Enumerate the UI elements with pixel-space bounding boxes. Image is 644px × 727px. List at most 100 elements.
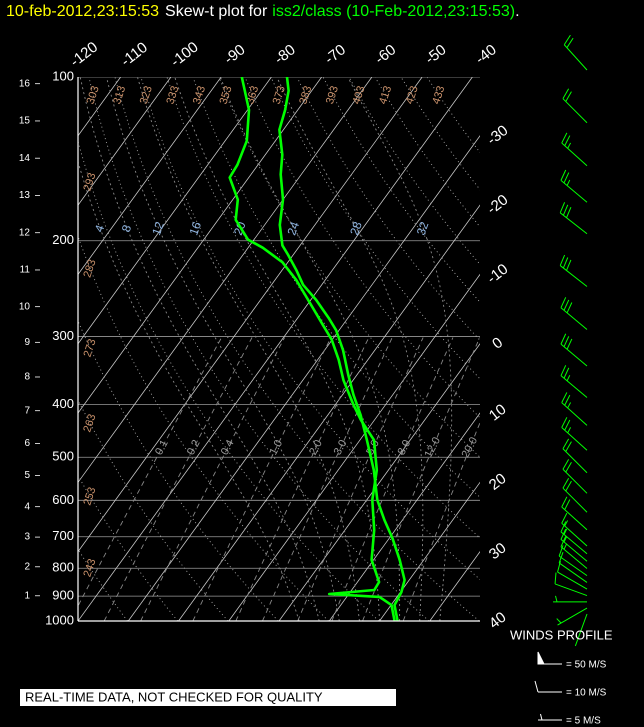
legend-barb	[537, 651, 562, 665]
height-tick-label: 1	[24, 590, 30, 601]
theta-label: 413	[377, 85, 394, 106]
isotherm	[127, 135, 480, 621]
wind-barb	[560, 169, 588, 203]
notice: REAL-TIME DATA, NOT CHECKED FOR QUALITY	[25, 689, 323, 704]
theta-label: 373	[271, 85, 288, 106]
theta-label: 243	[81, 557, 98, 578]
theta-label: 293	[81, 171, 98, 192]
dry-adiabat	[78, 139, 380, 621]
notice-box	[20, 689, 396, 706]
moist-adiabat-label: 32	[414, 220, 432, 238]
wind-barb	[559, 254, 588, 287]
isotherm	[78, 77, 222, 276]
dry-adiabat	[401, 77, 480, 191]
moist-adiabat	[276, 77, 424, 621]
height-tick-label: 10	[19, 301, 31, 312]
theta-label: 283	[81, 258, 98, 279]
moist-adiabat	[137, 77, 360, 621]
height-tick-label: 2	[24, 561, 30, 572]
isotherm	[228, 273, 480, 621]
mixing-ratio-line	[297, 337, 424, 621]
moist-adiabat	[79, 77, 320, 621]
grid	[78, 77, 480, 621]
isotherm	[78, 77, 373, 484]
theta-label: 403	[351, 85, 368, 106]
wind-barb	[560, 333, 588, 367]
moist-adiabat	[347, 77, 453, 621]
isotherm-label: 10	[486, 401, 510, 425]
theta-label: 353	[218, 85, 235, 106]
wind-barb	[563, 34, 588, 71]
moist-adiabat-label: 28	[347, 220, 365, 238]
legend-label: = 10 M/S	[566, 688, 607, 699]
isotherm	[379, 481, 480, 621]
theta-label: 423	[404, 85, 421, 106]
height-tick-label: 7	[24, 405, 30, 416]
y-tick-label: 700	[52, 528, 74, 543]
chart-title: 10-feb-2012,23:15:53 Skew-t plot for iss2/…	[6, 3, 520, 20]
isotherm	[78, 77, 322, 414]
moist-adiabat	[174, 77, 380, 621]
wind-barb	[553, 595, 587, 603]
mixing-ratio-line	[235, 337, 370, 621]
legend-barb	[538, 713, 562, 721]
mixing-ratio-line	[140, 337, 285, 621]
theta-label: 273	[82, 337, 99, 358]
y-tick-label: 200	[52, 232, 74, 247]
height-tick-label: 6	[24, 438, 30, 449]
theta-label: 323	[138, 85, 155, 106]
isotherm	[78, 77, 172, 206]
moist-adiabat-label: 16	[186, 220, 204, 238]
isotherm	[78, 77, 272, 345]
y-tick-label: 300	[52, 328, 74, 343]
y-tick-label: 400	[52, 396, 74, 411]
isotherm-label: 30	[486, 539, 510, 563]
legend-barb	[534, 680, 562, 693]
isotherm-label: 20	[486, 470, 510, 494]
y-tick-label: 500	[52, 449, 74, 464]
y-tick-label: 100	[52, 68, 74, 83]
moist-adiabat-label: 4	[92, 223, 108, 234]
wind-barb	[560, 521, 588, 555]
wind-barb	[562, 88, 588, 124]
theta-label: 313	[111, 85, 128, 106]
dry-adiabat	[296, 77, 480, 341]
wind-barb	[562, 438, 588, 474]
moist-adiabat-label: 8	[119, 223, 135, 234]
winds: = 50 M/S = 10 M/S = 5 M/S	[534, 34, 607, 727]
height-tick-label: 5	[24, 470, 30, 481]
wind-barb	[561, 417, 588, 451]
mixing-ratio-line	[331, 337, 454, 621]
theta-label: 433	[430, 85, 447, 106]
y-tick-label: 800	[52, 560, 74, 575]
theta-label: 383	[297, 85, 314, 106]
height-tick-label: 14	[19, 153, 31, 164]
wind-barb	[562, 459, 588, 494]
height-tick-label: 9	[24, 337, 30, 348]
theta-label: 393	[324, 85, 341, 106]
y-tick-label: 900	[52, 588, 74, 603]
isotherm	[328, 412, 480, 621]
isotherm	[178, 204, 480, 621]
isotherm-label: 40	[486, 609, 510, 633]
wind-barb	[556, 607, 588, 626]
wind-barb	[558, 545, 588, 577]
y-tick-label: 1000	[45, 612, 74, 627]
mixing-ratio-line	[192, 337, 332, 621]
theta-label: 343	[191, 85, 208, 106]
title-date: 10-feb-2012,23:15:53	[6, 3, 159, 20]
moist-adiabat	[220, 77, 401, 621]
height-tick-label: 16	[19, 78, 31, 89]
theta-label: 363	[244, 85, 261, 106]
wind-barb	[561, 496, 588, 531]
y-tick-label: 600	[52, 492, 74, 507]
wind-barb	[561, 392, 588, 426]
title-source: iss2/class (10-Feb-2012,23:15:53)	[272, 3, 515, 20]
theta-label: 333	[164, 85, 181, 106]
profiles	[228, 77, 406, 621]
title-end: .	[515, 3, 519, 20]
dewpoint-profile	[228, 77, 396, 621]
